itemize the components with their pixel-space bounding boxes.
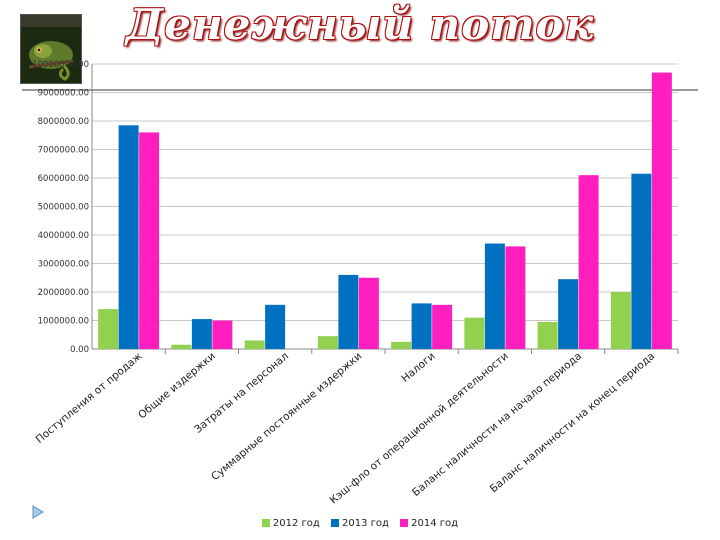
- y-tick-label: 1000000.00: [38, 317, 89, 327]
- legend-swatch-2014: [400, 519, 409, 527]
- bar-2014-год-4: [432, 304, 453, 349]
- title-divider: [22, 89, 698, 91]
- legend-item-2012: 2012 год: [261, 518, 320, 529]
- legend-label-2013: 2013 год: [342, 518, 389, 529]
- y-tick-label: 2000000.00: [38, 288, 89, 298]
- bar-2013-год-2: [265, 304, 286, 349]
- y-tick-label: 8000000.00: [38, 117, 89, 127]
- x-category-label: Баланс наличности на конец периода: [488, 350, 658, 495]
- legend-item-2014: 2014 год: [400, 518, 458, 529]
- bar-2014-год-0: [139, 132, 160, 349]
- y-tick-label: 10000000.00: [32, 60, 89, 70]
- bar-2012-год-3: [317, 336, 338, 349]
- bar-2012-год-6: [537, 321, 558, 349]
- legend-swatch-2013: [331, 519, 340, 527]
- y-tick-label: 6000000.00: [38, 174, 89, 184]
- y-tick-label: 9000000.00: [38, 89, 89, 99]
- bar-2013-год-7: [631, 173, 652, 349]
- chameleon-thumbnail: [20, 14, 82, 84]
- x-category-label: Суммарные постоянные издержки: [209, 350, 364, 483]
- slide-bullet-icon: [32, 505, 44, 519]
- bar-2012-год-4: [391, 341, 412, 349]
- y-tick-label: 7000000.00: [38, 146, 89, 156]
- bar-2013-год-1: [191, 319, 212, 349]
- x-category-label: Баланс наличности на начало периода: [410, 350, 584, 499]
- bar-2013-год-6: [558, 279, 579, 349]
- bar-2013-год-5: [484, 243, 505, 349]
- y-tick-label: 5000000.00: [38, 203, 89, 213]
- bar-2014-год-7: [651, 72, 672, 350]
- bar-2012-год-0: [98, 309, 119, 349]
- bar-2013-год-0: [118, 125, 139, 350]
- legend-label-2014: 2014 год: [411, 518, 459, 529]
- bar-2012-год-2: [244, 340, 265, 349]
- slide-title: Денежный поток: [125, 0, 595, 49]
- chart-legend: 2012 год 2013 год 2014 год: [0, 518, 720, 529]
- y-tick-label: 3000000.00: [38, 260, 89, 270]
- legend-label-2012: 2012 год: [272, 518, 320, 529]
- bar-2012-год-7: [610, 292, 631, 349]
- legend-swatch-2012: [261, 519, 270, 527]
- bar-2014-год-6: [578, 175, 599, 349]
- y-tick-label: 4000000.00: [38, 231, 89, 241]
- bar-2014-год-5: [505, 246, 526, 349]
- legend-item-2013: 2013 год: [331, 518, 389, 529]
- bar-2014-год-3: [358, 277, 379, 349]
- bar-2012-год-1: [171, 344, 192, 349]
- bar-2013-год-4: [411, 303, 432, 349]
- bar-2012-год-5: [464, 317, 485, 349]
- bar-2014-год-1: [212, 320, 233, 349]
- x-category-label: Налоги: [399, 350, 437, 385]
- y-tick-label: 0.00: [70, 345, 89, 355]
- bar-2013-год-3: [338, 274, 359, 349]
- x-category-label: Общие издержки: [136, 350, 218, 421]
- x-category-label: Поступления от продаж: [34, 350, 145, 446]
